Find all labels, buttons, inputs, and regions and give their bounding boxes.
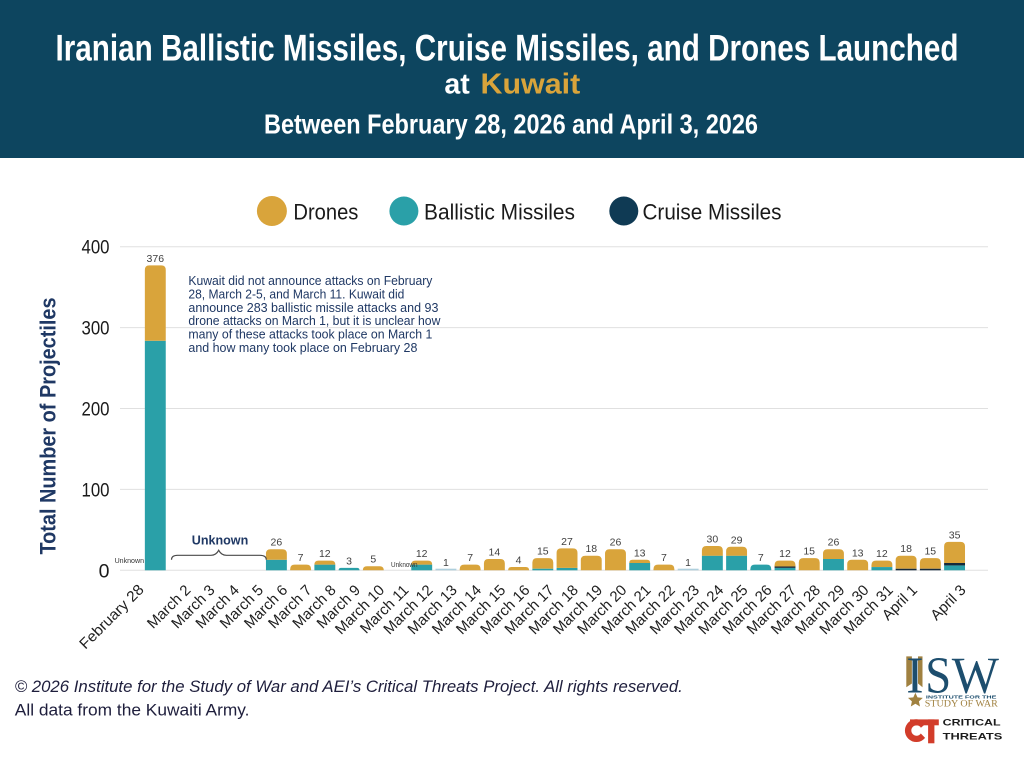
svg-text:and how many took place on Feb: and how many took place on February 28 bbox=[188, 340, 417, 355]
svg-text:Kuwait did not announce attack: Kuwait did not announce attacks on Febru… bbox=[188, 273, 433, 288]
svg-text:Kuwait: Kuwait bbox=[481, 68, 581, 100]
svg-text:376: 376 bbox=[147, 253, 165, 265]
svg-text:STUDY OF WAR: STUDY OF WAR bbox=[925, 699, 999, 709]
svg-text:Cruise Missiles: Cruise Missiles bbox=[643, 199, 782, 224]
svg-text:S: S bbox=[925, 647, 951, 704]
svg-text:300: 300 bbox=[82, 318, 110, 340]
svg-text:14: 14 bbox=[489, 546, 501, 558]
svg-text:1: 1 bbox=[443, 557, 449, 569]
svg-text:Iranian Ballistic Missiles, Cr: Iranian Ballistic Missiles, Cruise Missi… bbox=[56, 26, 959, 68]
svg-text:13: 13 bbox=[852, 547, 864, 559]
svg-text:All data from the Kuwaiti Army: All data from the Kuwaiti Army. bbox=[15, 701, 250, 720]
svg-text:15: 15 bbox=[924, 546, 936, 558]
svg-text:7: 7 bbox=[467, 552, 473, 564]
svg-text:Unknown: Unknown bbox=[391, 562, 418, 569]
svg-text:THREATS: THREATS bbox=[943, 731, 1003, 741]
svg-text:7: 7 bbox=[298, 552, 304, 564]
svg-text:Unknown: Unknown bbox=[192, 534, 249, 548]
svg-text:15: 15 bbox=[537, 546, 549, 558]
svg-text:5: 5 bbox=[370, 554, 376, 566]
svg-text:announce 283 ballistic missile: announce 283 ballistic missile attacks a… bbox=[188, 300, 438, 315]
svg-text:29: 29 bbox=[731, 534, 743, 546]
svg-text:35: 35 bbox=[949, 529, 961, 541]
svg-text:1: 1 bbox=[685, 557, 691, 569]
svg-text:Unknown: Unknown bbox=[115, 558, 145, 565]
svg-text:0: 0 bbox=[99, 560, 110, 582]
svg-text:12: 12 bbox=[416, 548, 428, 560]
svg-text:200: 200 bbox=[82, 399, 110, 421]
svg-text:18: 18 bbox=[585, 543, 597, 555]
svg-text:27: 27 bbox=[561, 536, 573, 548]
svg-text:INSTITUTE FOR THE: INSTITUTE FOR THE bbox=[926, 695, 997, 700]
svg-text:7: 7 bbox=[661, 552, 667, 564]
svg-text:Total Number of Projectiles: Total Number of Projectiles bbox=[36, 298, 61, 555]
svg-text:Drones: Drones bbox=[293, 199, 358, 224]
svg-text:26: 26 bbox=[828, 537, 840, 549]
svg-text:7: 7 bbox=[758, 552, 764, 564]
svg-text:30: 30 bbox=[707, 534, 719, 546]
svg-text:drone attacks on March 1, but: drone attacks on March 1, but it is uncl… bbox=[188, 313, 441, 328]
svg-text:at: at bbox=[444, 68, 470, 100]
svg-text:© 2026 Institute for the Study: © 2026 Institute for the Study of War an… bbox=[15, 677, 683, 696]
svg-text:18: 18 bbox=[900, 543, 912, 555]
svg-text:Ballistic Missiles: Ballistic Missiles bbox=[424, 199, 575, 224]
svg-text:28, March 2-5, and March 11. K: 28, March 2-5, and March 11. Kuwait did bbox=[188, 286, 404, 301]
svg-text:26: 26 bbox=[610, 537, 622, 549]
svg-text:4: 4 bbox=[516, 555, 522, 567]
svg-text:I: I bbox=[906, 647, 923, 704]
svg-text:12: 12 bbox=[779, 548, 791, 560]
svg-text:15: 15 bbox=[803, 546, 815, 558]
svg-text:many of these attacks took pla: many of these attacks took place on Marc… bbox=[188, 327, 432, 342]
svg-text:3: 3 bbox=[346, 555, 352, 567]
svg-text:W: W bbox=[952, 647, 999, 704]
svg-text:Between February 28, 2026 and: Between February 28, 2026 and April 3, 2… bbox=[264, 108, 758, 139]
svg-text:CRITICAL: CRITICAL bbox=[943, 717, 1001, 727]
svg-text:26: 26 bbox=[271, 537, 283, 549]
svg-text:400: 400 bbox=[82, 237, 110, 259]
svg-text:12: 12 bbox=[319, 548, 331, 560]
svg-text:100: 100 bbox=[82, 479, 110, 501]
svg-text:13: 13 bbox=[634, 547, 646, 559]
svg-text:12: 12 bbox=[876, 548, 888, 560]
